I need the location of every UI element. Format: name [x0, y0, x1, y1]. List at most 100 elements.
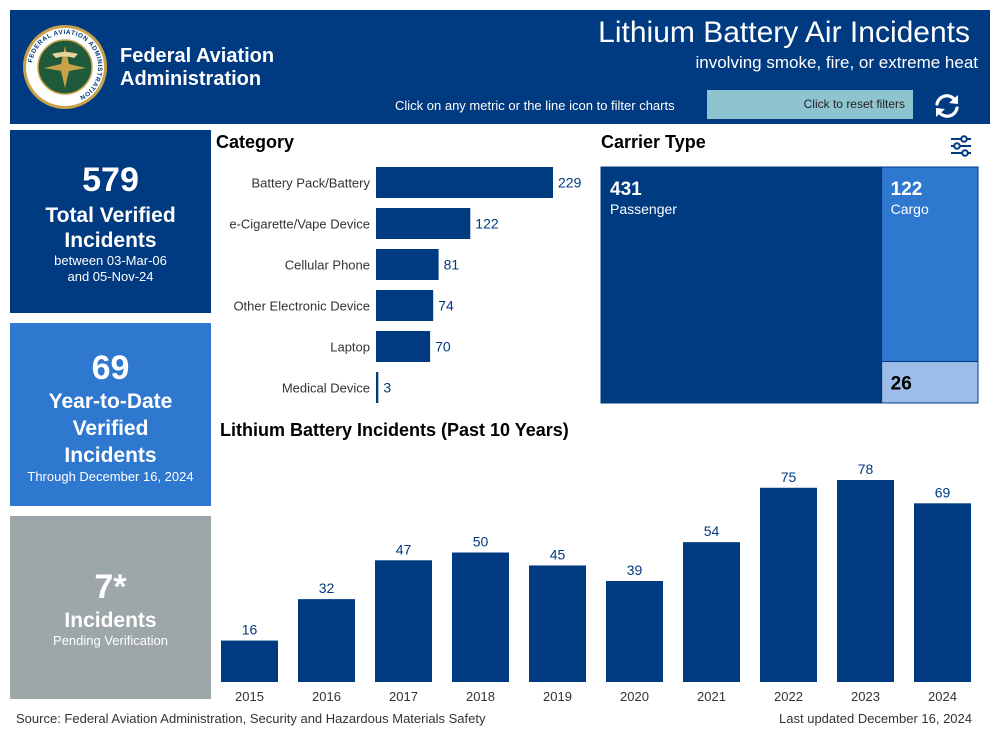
reset-filters-button[interactable]: Click to reset filters: [707, 90, 913, 119]
year-tick-label: 2023: [851, 689, 880, 704]
category-bar[interactable]: [376, 290, 434, 321]
ytd-incidents-label-2: Verified: [72, 417, 149, 440]
year-tick-label: 2021: [697, 689, 726, 704]
category-bar-group[interactable]: Medical Device 3: [282, 372, 391, 403]
pending-incidents-note: Pending Verification: [53, 633, 168, 648]
sliders-icon[interactable]: [948, 133, 974, 159]
year-tick-label: 2022: [774, 689, 803, 704]
category-label: Laptop: [330, 340, 370, 355]
carrier-tile[interactable]: 26: [881, 361, 979, 404]
category-bar[interactable]: [376, 249, 439, 280]
total-incidents-range-end: and 05-Nov-24: [67, 269, 154, 284]
carrier-tile-rect[interactable]: [600, 166, 883, 404]
year-bar-group[interactable]: 54 2021: [683, 523, 740, 704]
org-name: Federal Aviation Administration: [120, 45, 275, 90]
category-bar-group[interactable]: Other Electronic Device 74: [233, 290, 454, 321]
total-incidents-card[interactable]: 579 Total Verified Incidents between 03-…: [10, 130, 211, 313]
year-bar[interactable]: [606, 581, 663, 682]
year-bar[interactable]: [683, 542, 740, 682]
category-value-label: 74: [438, 298, 454, 314]
category-value-label: 3: [383, 380, 391, 396]
carrier-tile-rect[interactable]: [881, 166, 979, 363]
category-label: Battery Pack/Battery: [252, 176, 371, 191]
year-bar[interactable]: [914, 503, 971, 682]
year-tick-label: 2018: [466, 689, 495, 704]
category-bar[interactable]: [376, 372, 379, 403]
category-bar[interactable]: [376, 167, 553, 198]
page-subtitle: involving smoke, fire, or extreme heat: [695, 53, 978, 72]
trend-chart-title: Lithium Battery Incidents (Past 10 Years…: [220, 420, 569, 440]
year-bar[interactable]: [837, 480, 894, 682]
category-value-label: 122: [475, 216, 499, 232]
carrier-tile-value: 122: [891, 179, 923, 200]
ytd-incidents-label-3: Incidents: [64, 444, 157, 467]
year-value-label: 69: [935, 484, 951, 500]
year-bar-group[interactable]: 50 2018: [452, 534, 509, 704]
year-bar-group[interactable]: 78 2023: [837, 461, 894, 704]
year-tick-label: 2019: [543, 689, 572, 704]
pending-incidents-card[interactable]: 7* Incidents Pending Verification: [10, 516, 211, 699]
category-value-label: 70: [435, 339, 451, 355]
ytd-incidents-note: Through December 16, 2024: [27, 469, 194, 484]
pending-incidents-label: Incidents: [64, 609, 157, 632]
year-tick-label: 2020: [620, 689, 649, 704]
category-bar-group[interactable]: e-Cigarette/Vape Device 122: [229, 208, 499, 239]
category-bar-group[interactable]: Battery Pack/Battery 229: [252, 167, 582, 198]
year-bar-group[interactable]: 16 2015: [221, 622, 278, 704]
year-bar-group[interactable]: 47 2017: [375, 541, 432, 704]
category-bar[interactable]: [376, 331, 431, 362]
carrier-tile-label: Cargo: [891, 201, 929, 217]
category-value-label: 81: [444, 257, 460, 273]
year-bar[interactable]: [760, 487, 817, 682]
category-bar-group[interactable]: Laptop 70: [330, 331, 451, 362]
year-tick-label: 2015: [235, 689, 264, 704]
year-bar-group[interactable]: 32 2016: [298, 580, 355, 704]
footer-updated: Last updated December 16, 2024: [779, 711, 972, 726]
year-bar[interactable]: [452, 552, 509, 682]
carrier-chart-title: Carrier Type: [601, 132, 706, 152]
carrier-tile-value: 26: [891, 374, 912, 395]
refresh-icon[interactable]: [932, 91, 962, 121]
year-bar[interactable]: [221, 640, 278, 682]
ytd-incidents-label-1: Year-to-Date: [48, 390, 173, 413]
ytd-incidents-value: 69: [91, 349, 130, 387]
year-tick-label: 2017: [389, 689, 418, 704]
year-bar-group[interactable]: 75 2022: [760, 469, 817, 704]
category-label: e-Cigarette/Vape Device: [229, 217, 370, 232]
category-bar-group[interactable]: Cellular Phone 81: [285, 249, 460, 280]
year-bar[interactable]: [375, 560, 432, 682]
year-value-label: 78: [858, 461, 874, 477]
year-bar[interactable]: [529, 565, 586, 682]
filter-hint: Click on any metric or the line icon to …: [395, 98, 675, 113]
year-value-label: 54: [704, 523, 720, 539]
year-bar[interactable]: [298, 599, 355, 682]
year-value-label: 39: [627, 562, 643, 578]
carrier-tile-rect[interactable]: [881, 361, 979, 404]
category-value-label: 229: [558, 175, 582, 191]
category-bar[interactable]: [376, 208, 471, 239]
total-incidents-range-start: between 03-Mar-06: [54, 253, 167, 268]
page-title: Lithium Battery Air Incidents: [598, 16, 970, 49]
carrier-tile-label: Passenger: [610, 201, 677, 217]
year-bar-group[interactable]: 39 2020: [606, 562, 663, 704]
header-banner: FEDERAL AVIATION ADMINISTRATION Federal …: [10, 10, 990, 124]
year-value-label: 50: [473, 534, 489, 550]
year-value-label: 32: [319, 580, 335, 596]
category-label: Cellular Phone: [285, 258, 370, 273]
year-value-label: 16: [242, 622, 258, 638]
category-label: Medical Device: [282, 381, 370, 396]
year-tick-label: 2016: [312, 689, 341, 704]
carrier-tile-value: 431: [610, 179, 642, 200]
year-bar-group[interactable]: 69 2024: [914, 484, 971, 704]
year-value-label: 75: [781, 469, 797, 485]
total-incidents-label: Total Verified Incidents: [45, 204, 176, 252]
total-incidents-value: 579: [82, 161, 139, 199]
year-bar-group[interactable]: 45 2019: [529, 546, 586, 704]
footer-source: Source: Federal Aviation Administration,…: [16, 711, 486, 726]
ytd-incidents-card[interactable]: 69 Year-to-Date Verified Incidents Throu…: [10, 323, 211, 506]
